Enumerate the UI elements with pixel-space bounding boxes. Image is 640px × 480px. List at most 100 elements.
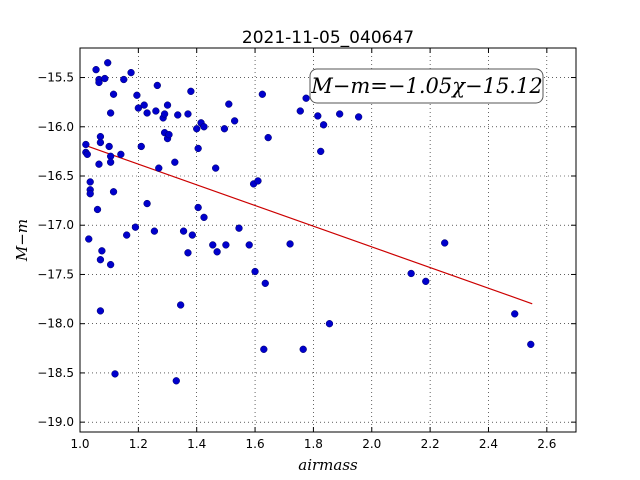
- data-point: [177, 301, 185, 309]
- data-point: [106, 109, 115, 117]
- fit-line-layer: [85, 145, 533, 305]
- data-point: [96, 138, 105, 147]
- y-tick-label: −18.5: [37, 366, 74, 380]
- y-tick-label: −19.0: [37, 415, 74, 429]
- data-point: [296, 107, 304, 115]
- data-point: [354, 113, 363, 121]
- x-axis-label: airmass: [298, 456, 358, 474]
- data-point: [422, 277, 430, 286]
- data-point: [111, 370, 119, 378]
- data-point: [140, 101, 148, 109]
- data-point: [187, 87, 195, 95]
- data-point: [163, 101, 172, 109]
- data-point: [96, 307, 105, 315]
- data-point: [254, 177, 262, 185]
- fit-annotation-frame: [309, 68, 544, 104]
- x-tick-label: 2.2: [421, 437, 440, 451]
- data-point: [193, 125, 201, 133]
- data-point: [407, 269, 415, 278]
- data-point: [222, 241, 230, 249]
- data-point: [109, 188, 118, 196]
- data-point: [184, 110, 192, 118]
- data-point: [160, 110, 169, 118]
- data-point: [153, 81, 161, 90]
- data-point: [264, 133, 272, 142]
- points-layer: [82, 59, 535, 385]
- data-point: [171, 158, 179, 166]
- data-point: [137, 142, 145, 151]
- data-point: [85, 235, 93, 243]
- x-tick-label: 2.4: [479, 437, 498, 451]
- data-point: [235, 224, 243, 232]
- data-point: [230, 117, 239, 125]
- data-point: [98, 247, 106, 255]
- data-point: [336, 110, 344, 118]
- data-point: [106, 260, 115, 269]
- data-point: [325, 320, 334, 328]
- data-point: [314, 112, 322, 120]
- y-tick-label: −18.0: [37, 317, 74, 331]
- data-point: [286, 240, 294, 248]
- data-point: [299, 345, 307, 353]
- data-point: [92, 66, 100, 74]
- y-tick-label: −16.0: [37, 120, 74, 134]
- data-point: [155, 164, 163, 172]
- data-point: [95, 160, 103, 168]
- data-point: [86, 178, 94, 186]
- data-point: [441, 239, 449, 247]
- data-point: [123, 231, 131, 239]
- x-tick-label: 2.0: [362, 437, 381, 451]
- data-point: [200, 123, 208, 131]
- data-point: [101, 74, 109, 83]
- fit-annotation-box: M−m=−1.05χ−15.12: [309, 68, 544, 104]
- fit-annotation-text: M−m=−1.05χ−15.12: [310, 74, 542, 98]
- x-tick-label: 1.2: [129, 437, 148, 451]
- data-point: [143, 199, 151, 208]
- data-point: [82, 140, 90, 149]
- data-point: [245, 241, 253, 249]
- x-tick-label: 2.6: [537, 437, 556, 451]
- data-point: [209, 241, 217, 249]
- data-point: [105, 142, 113, 151]
- x-tick-label: 1.8: [304, 437, 323, 451]
- x-tick-label: 1.0: [70, 437, 89, 451]
- data-point: [251, 267, 259, 276]
- data-point: [220, 125, 229, 133]
- data-point: [93, 205, 102, 214]
- data-point: [200, 213, 208, 222]
- data-point: [261, 279, 269, 287]
- data-point: [527, 340, 535, 349]
- data-point: [131, 223, 140, 231]
- data-point: [86, 190, 94, 198]
- plot-frame: [79, 47, 577, 433]
- data-point: [165, 130, 173, 139]
- y-tick-label: −15.5: [37, 71, 74, 85]
- data-point: [317, 147, 325, 156]
- data-point: [225, 100, 233, 108]
- data-point: [106, 158, 115, 166]
- y-tick-label: −17.5: [37, 267, 74, 281]
- data-point: [179, 227, 188, 235]
- x-tick-label: 1.4: [187, 437, 206, 451]
- ticks-layer: 1.0 1.2 1.4 1.6 1.8 2.0 2.2 2.4 2.6 −15.5 −16.0 −16…: [37, 48, 576, 451]
- data-point: [134, 104, 143, 112]
- data-point: [260, 345, 268, 353]
- data-point: [212, 164, 220, 172]
- data-point: [172, 377, 180, 385]
- data-point: [133, 91, 141, 99]
- chart-title: 2021-11-05_040647: [242, 28, 414, 48]
- data-point: [109, 90, 118, 98]
- data-point: [213, 248, 221, 256]
- data-point: [120, 75, 128, 84]
- y-tick-label: −17.0: [37, 218, 74, 232]
- data-point: [104, 59, 112, 67]
- data-point: [83, 150, 91, 158]
- data-point: [117, 150, 125, 158]
- x-tick-label: 1.6: [246, 437, 265, 451]
- data-point: [258, 90, 267, 98]
- data-point: [319, 121, 328, 129]
- y-axis-label: M−m: [13, 219, 31, 262]
- data-point: [95, 78, 103, 87]
- data-point: [152, 107, 160, 115]
